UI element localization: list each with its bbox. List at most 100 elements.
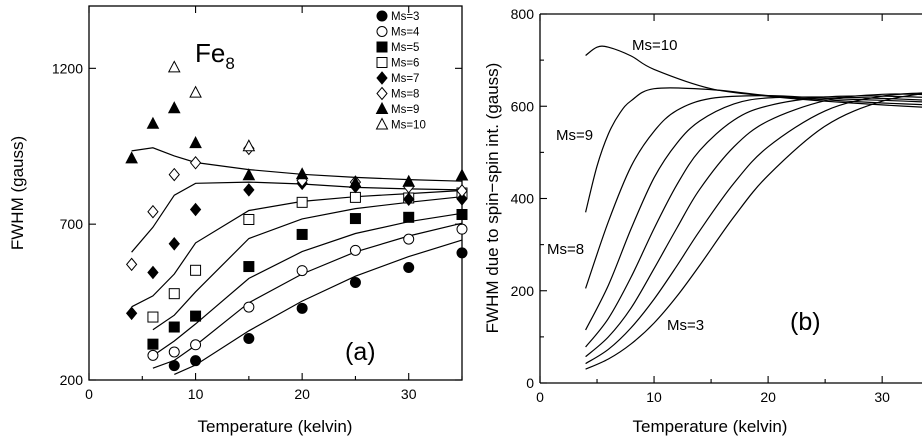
a-ytick-label-1200: 1200 [52,60,83,76]
legend-label-ms-3: Ms=3 [391,11,419,23]
point-ms-7-5 [243,183,255,197]
point-ms-7-3 [168,237,180,251]
point-ms-6-6 [349,191,361,203]
a-marks [125,60,469,375]
point-ms-6-3 [190,264,202,276]
fit-curve-a-5 [131,189,463,308]
legend-marker-ms-4 [376,26,388,37]
fit-curve-a-3 [152,212,463,357]
panel-b-xlabel: Temperature (kelvin) [633,417,788,436]
curve-ms-9 [585,87,922,213]
point-ms-4-6 [349,244,361,256]
fit-curve-a-6 [131,181,463,253]
point-ms-8-4 [189,155,202,170]
curve-ms-7 [585,96,922,331]
a-xtick-label-30: 30 [401,386,417,402]
legend-marker-ms-8 [376,86,388,101]
b-ticks: 0 10 20 30 0 200 400 600 800 [511,6,891,405]
b-ytick-label-600: 600 [511,98,535,114]
legend-label-ms-9: Ms=9 [391,104,419,116]
point-ms-5-8 [456,209,468,221]
legend-marker-ms-3 [376,10,388,22]
panel-a-label: (a) [345,338,376,366]
point-ms-5-6 [349,213,361,225]
legend-label-ms-7: Ms=7 [391,73,419,85]
curve-ms-3 [585,93,922,370]
curve-ms-8 [585,94,922,289]
legend-marker-ms-7 [376,71,388,85]
point-ms-5-4 [243,261,255,273]
point-ms-4-1 [147,349,159,361]
legend-label-ms-8: Ms=8 [391,89,419,101]
point-ms-10-1 [167,60,181,73]
point-ms-8-9 [456,184,468,198]
point-ms-3-2 [190,355,202,367]
point-ms-6-1 [147,311,159,323]
point-ms-3-6 [403,261,415,273]
panel-a-ylabel: FWHM (gauss) [8,136,27,250]
point-ms-5-1 [147,338,159,350]
point-ms-3-7 [456,247,468,259]
point-ms-3-3 [243,333,255,345]
legend-marker-ms-6 [376,57,388,68]
panel-a-title: Fe8 [195,38,235,73]
legend-label-ms-10: Ms=10 [391,120,426,132]
curve-ms-5 [585,93,922,358]
b-ytick-label-0: 0 [526,375,534,391]
panel-b-label: (b) [790,308,821,336]
b-xtick-label-0: 0 [536,389,544,405]
point-ms-7-2 [147,265,159,280]
point-ms-7-9 [456,192,468,206]
fit-curve-a-2 [152,222,463,369]
point-ms-4-7 [403,233,415,245]
fit-curve-a-7 [131,147,463,182]
point-ms-6-5 [296,196,308,208]
a-ytick-label-700: 700 [60,216,84,232]
point-ms-9-3 [167,101,181,114]
point-ms-10-3 [242,139,256,152]
fit-curve-a-1 [174,239,463,375]
point-ms-7-4 [189,202,202,217]
fit-curve-a-4 [152,196,463,331]
b-ytick-label-800: 800 [511,6,535,22]
legend-label-ms-5: Ms=5 [391,42,419,54]
point-ms-4-2 [168,346,180,358]
point-ms-8-3 [168,167,180,182]
a-ytick-label-200: 200 [60,372,84,388]
point-ms-5-7 [403,211,415,223]
point-ms-8-2 [147,204,159,219]
point-ms-4-3 [190,339,202,351]
point-ms-7-8 [403,192,415,207]
panel-a: 0 10 20 30 200 700 1200 Fe8 (a) Temperature (k… [8,5,469,436]
curve-label-ms10: Ms=10 [632,37,677,54]
legend-marker-ms-10 [375,117,389,130]
curve-ms-10 [585,45,922,108]
point-ms-6-2 [168,288,180,300]
legend-label-ms-4: Ms=4 [391,27,420,39]
a-xtick-label-10: 10 [188,386,204,402]
legend-label-ms-6: Ms=6 [391,58,419,70]
point-ms-9-6 [295,167,309,180]
point-ms-5-2 [168,321,180,333]
point-ms-9-2 [146,116,160,129]
a-xtick-label-0: 0 [85,386,93,402]
b-ytick-label-200: 200 [511,283,535,299]
panel-b-ylabel: FWHM due to spin−spin int. (gauss) [483,63,502,334]
point-ms-9-4 [189,136,202,149]
curve-ms-6 [585,95,922,348]
b-xtick-label-20: 20 [760,389,776,405]
point-ms-9-1 [125,151,138,164]
point-ms-9-9 [455,168,469,181]
curve-label-ms3: Ms=3 [667,317,704,334]
curve-label-ms8: Ms=8 [547,241,584,258]
point-ms-3-5 [349,276,361,288]
point-ms-8-1 [125,257,138,272]
point-ms-4-5 [296,265,308,277]
curve-label-ms9: Ms=9 [556,127,593,144]
panel-b: 0 10 20 30 0 200 400 600 800 Ms=10 Ms=9 Ms=8 Ms=… [483,6,922,436]
a-ticks: 0 10 20 30 200 700 1200 [52,6,463,402]
point-ms-9-8 [402,174,416,187]
b-ytick-label-400: 400 [511,191,535,207]
b-xtick-label-10: 10 [646,389,662,405]
